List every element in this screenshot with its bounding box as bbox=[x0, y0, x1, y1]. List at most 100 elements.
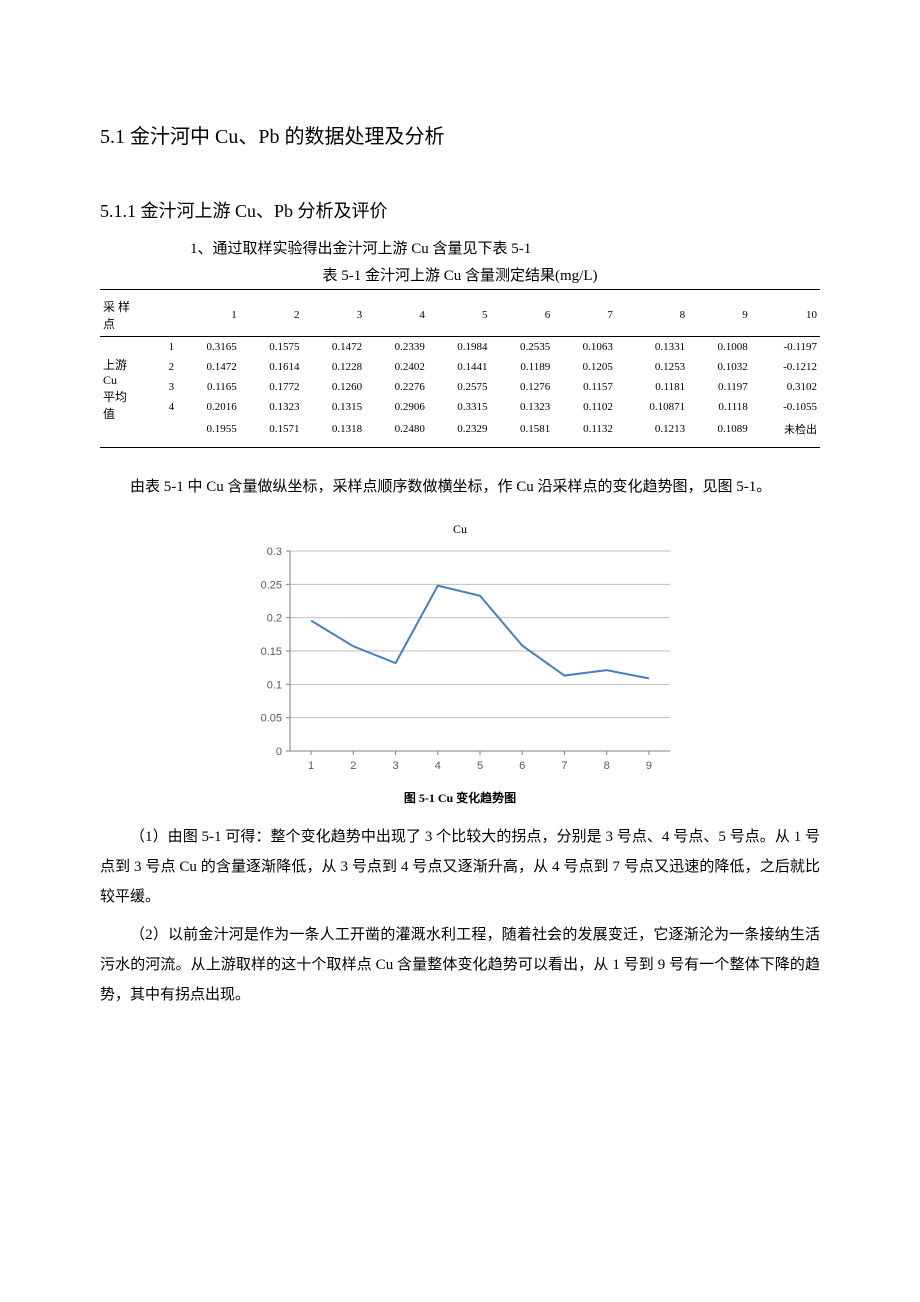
table-5-1-caption: 表 5-1 金汁河上游 Cu 含量测定结果(mg/L) bbox=[100, 264, 820, 285]
cell: 0.1032 bbox=[688, 357, 751, 377]
chart-5-1: Cu 00.050.10.150.20.250.3123456789 bbox=[230, 522, 690, 781]
col-2: 2 bbox=[240, 294, 303, 337]
col-9: 9 bbox=[688, 294, 751, 337]
row-idx: 4 bbox=[157, 397, 177, 417]
svg-text:0.25: 0.25 bbox=[261, 579, 282, 591]
cell: 0.1323 bbox=[491, 397, 554, 417]
paragraph-1: 由表 5-1 中 Cu 含量做纵坐标，采样点顺序数做横坐标，作 Cu 沿采样点的… bbox=[100, 472, 820, 502]
cell: 0.1575 bbox=[240, 337, 303, 358]
svg-text:6: 6 bbox=[519, 760, 525, 772]
cell: 0.1955 bbox=[177, 417, 240, 441]
paragraph-2: （1）由图 5-1 可得：整个变化趋势中出现了 3 个比较大的拐点，分别是 3 … bbox=[100, 822, 820, 912]
col-10: 10 bbox=[751, 294, 820, 337]
cell: 0.3165 bbox=[177, 337, 240, 358]
cell: 0.1260 bbox=[302, 377, 365, 397]
cell: 0.1063 bbox=[553, 337, 616, 358]
cell: 0.1472 bbox=[302, 337, 365, 358]
cell: 0.2339 bbox=[365, 337, 428, 358]
row-header-top: 采 样 bbox=[103, 300, 130, 314]
cell: 0.2906 bbox=[365, 397, 428, 417]
cell: 0.1614 bbox=[240, 357, 303, 377]
section-heading-5-1-1: 5.1.1 金汁河上游 Cu、Pb 分析及评价 bbox=[100, 197, 820, 223]
sub-col bbox=[157, 294, 177, 337]
svg-text:0.05: 0.05 bbox=[261, 713, 282, 725]
cell: 0.1253 bbox=[616, 357, 688, 377]
svg-text:4: 4 bbox=[435, 760, 441, 772]
cell: 0.1102 bbox=[553, 397, 616, 417]
item-1-intro: 1、通过取样实验得出金汁河上游 Cu 含量见下表 5-1 bbox=[190, 237, 820, 258]
cell: 0.2402 bbox=[365, 357, 428, 377]
cell: 0.1984 bbox=[428, 337, 491, 358]
cell: 0.1276 bbox=[491, 377, 554, 397]
cell: 0.1472 bbox=[177, 357, 240, 377]
svg-text:0.1: 0.1 bbox=[267, 679, 282, 691]
row-idx: 3 bbox=[157, 377, 177, 397]
svg-text:9: 9 bbox=[646, 760, 652, 772]
cell: 0.1331 bbox=[616, 337, 688, 358]
chart-title: Cu bbox=[230, 522, 690, 537]
svg-text:3: 3 bbox=[392, 760, 398, 772]
group-label: 上游 Cu 平均 值 bbox=[100, 337, 157, 442]
cell: 0.2575 bbox=[428, 377, 491, 397]
col-1: 1 bbox=[177, 294, 240, 337]
table-row: 3 0.1165 0.1772 0.1260 0.2276 0.2575 0.1… bbox=[100, 377, 820, 397]
row-header-bottom: 点 bbox=[103, 317, 115, 331]
group-label-2: Cu bbox=[103, 373, 117, 387]
cell: 0.1441 bbox=[428, 357, 491, 377]
cell: 0.1315 bbox=[302, 397, 365, 417]
table-row: 2 0.1472 0.1614 0.1228 0.2402 0.1441 0.1… bbox=[100, 357, 820, 377]
cell: 0.2480 bbox=[365, 417, 428, 441]
cell: 0.1165 bbox=[177, 377, 240, 397]
cell: 0.1205 bbox=[553, 357, 616, 377]
cell: 0.1008 bbox=[688, 337, 751, 358]
cell: 0.1189 bbox=[491, 357, 554, 377]
cell: 0.1323 bbox=[240, 397, 303, 417]
svg-text:0.2: 0.2 bbox=[267, 613, 282, 625]
cell: 0.1089 bbox=[688, 417, 751, 441]
col-4: 4 bbox=[365, 294, 428, 337]
group-label-3: 平均 bbox=[103, 390, 127, 404]
row-idx bbox=[157, 417, 177, 441]
section-heading-5-1: 5.1 金汁河中 Cu、Pb 的数据处理及分析 bbox=[100, 120, 820, 149]
table-5-1: 采 样 点 1 2 3 4 5 6 7 8 9 10 上游 Cu 平均 bbox=[100, 289, 820, 448]
cell: 未检出 bbox=[751, 417, 820, 441]
col-5: 5 bbox=[428, 294, 491, 337]
cell: 0.2329 bbox=[428, 417, 491, 441]
cell: 0.2016 bbox=[177, 397, 240, 417]
cell: 0.1772 bbox=[240, 377, 303, 397]
svg-text:5: 5 bbox=[477, 760, 483, 772]
data-table: 采 样 点 1 2 3 4 5 6 7 8 9 10 上游 Cu 平均 bbox=[100, 294, 820, 441]
cell: 0.1181 bbox=[616, 377, 688, 397]
figure-5-1-caption: 图 5-1 Cu 变化趋势图 bbox=[100, 789, 820, 806]
cell: -0.1212 bbox=[751, 357, 820, 377]
svg-text:1: 1 bbox=[308, 760, 314, 772]
col-8: 8 bbox=[616, 294, 688, 337]
table-header-row: 采 样 点 1 2 3 4 5 6 7 8 9 10 bbox=[100, 294, 820, 337]
group-label-4: 值 bbox=[103, 407, 115, 421]
cell: 0.1213 bbox=[616, 417, 688, 441]
svg-text:0: 0 bbox=[276, 746, 282, 758]
row-idx: 1 bbox=[157, 337, 177, 358]
table-row: 上游 Cu 平均 值 1 0.3165 0.1575 0.1472 0.2339… bbox=[100, 337, 820, 358]
svg-text:2: 2 bbox=[350, 760, 356, 772]
svg-text:0.15: 0.15 bbox=[261, 646, 282, 658]
svg-text:8: 8 bbox=[604, 760, 610, 772]
cell: 0.3102 bbox=[751, 377, 820, 397]
cell: -0.1197 bbox=[751, 337, 820, 358]
col-6: 6 bbox=[491, 294, 554, 337]
cell: 0.2276 bbox=[365, 377, 428, 397]
cell: 0.10871 bbox=[616, 397, 688, 417]
cell: 0.1132 bbox=[553, 417, 616, 441]
cell: 0.2535 bbox=[491, 337, 554, 358]
page: 5.1 金汁河中 Cu、Pb 的数据处理及分析 5.1.1 金汁河上游 Cu、P… bbox=[0, 0, 920, 1098]
cell: 0.1157 bbox=[553, 377, 616, 397]
row-idx: 2 bbox=[157, 357, 177, 377]
svg-text:0.3: 0.3 bbox=[267, 546, 282, 558]
cell: 0.1318 bbox=[302, 417, 365, 441]
cell: 0.1581 bbox=[491, 417, 554, 441]
cell: 0.1228 bbox=[302, 357, 365, 377]
cell: 0.1118 bbox=[688, 397, 751, 417]
table-avg-row: 0.1955 0.1571 0.1318 0.2480 0.2329 0.158… bbox=[100, 417, 820, 441]
line-chart-svg: 00.050.10.150.20.250.3123456789 bbox=[230, 541, 690, 781]
paragraph-3: （2）以前金汁河是作为一条人工开凿的灌溉水利工程，随着社会的发展变迁，它逐渐沦为… bbox=[100, 920, 820, 1010]
